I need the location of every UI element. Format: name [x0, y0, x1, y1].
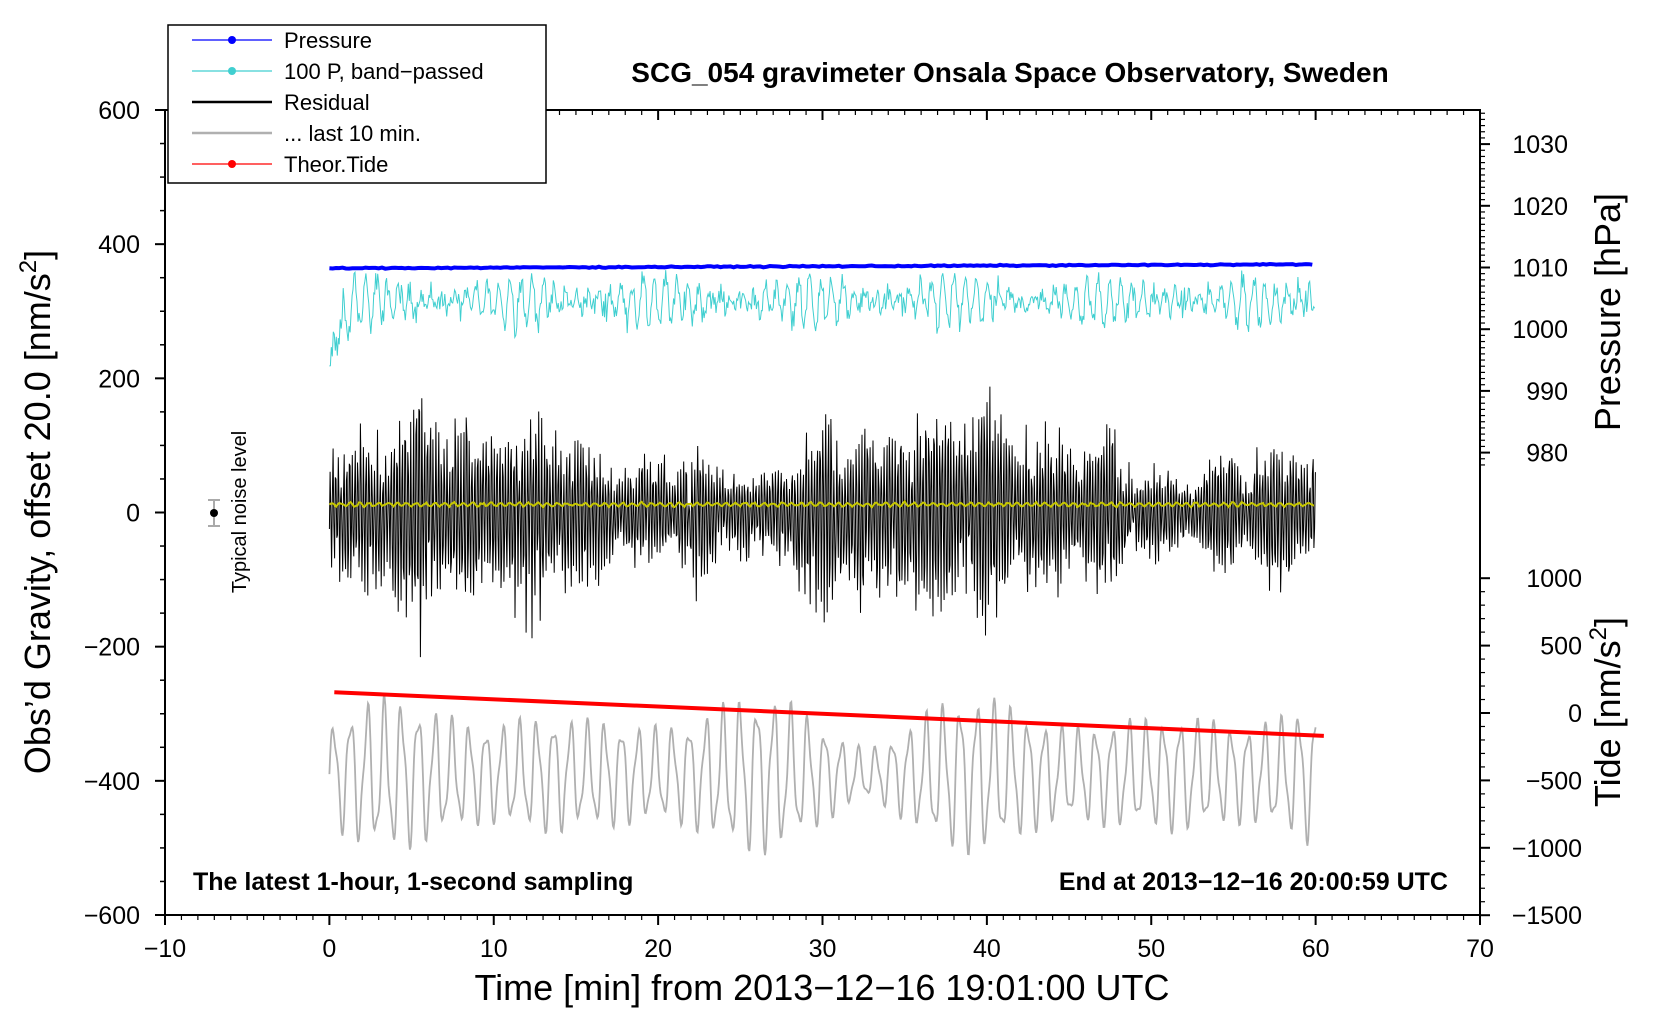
x-tick-label: 10	[480, 935, 508, 963]
annotation-sampling: The latest 1-hour, 1-second sampling	[193, 868, 633, 896]
pressure-axis-title: Pressure [hPa]	[1587, 193, 1628, 431]
legend-item: 100 P, band−passed	[192, 59, 484, 84]
legend-marker	[228, 160, 236, 168]
legend-item: Residual	[192, 90, 370, 115]
y-tick-label: 200	[98, 365, 140, 393]
tide-axis-title: Tide [nm/s2]	[1585, 617, 1628, 807]
y-tick-label: 0	[126, 500, 140, 528]
tide-tick-label: −500	[1526, 767, 1582, 795]
series-layer	[328, 261, 1324, 856]
legend-item: Pressure	[192, 28, 372, 53]
series-band-passed-pressure	[329, 270, 1316, 367]
x-axis-title: Time [min] from 2013−12−16 19:01:00 UTC	[474, 967, 1169, 1008]
series-pressure	[329, 261, 1313, 271]
x-tick-label: 60	[1302, 935, 1330, 963]
legend-item: Theor.Tide	[192, 152, 388, 177]
y-tick-label: 600	[98, 97, 140, 125]
tide-tick-label: 0	[1568, 700, 1582, 728]
pressure-tick-label: 1020	[1512, 193, 1568, 221]
noise-level-marker	[208, 499, 220, 527]
tide-tick-label: 500	[1540, 633, 1582, 661]
y-tick-label: −400	[84, 768, 140, 796]
legend-label: 100 P, band−passed	[284, 59, 484, 84]
x-tick-label: −10	[144, 935, 186, 963]
y-tick-label: 400	[98, 231, 140, 259]
tide-axis: −1500 −1000 −500 0 500 1000	[1480, 565, 1582, 930]
y-tick-label: −600	[84, 902, 140, 930]
y-axis: −600 −400 −200 0 200 400 600	[84, 97, 165, 930]
legend-label: Theor.Tide	[284, 152, 388, 177]
series-last-10-min	[328, 694, 1317, 856]
y-tick-label: −200	[84, 634, 140, 662]
x-tick-label: 40	[973, 935, 1001, 963]
series-residual	[328, 386, 1316, 658]
x-tick-label: 70	[1466, 935, 1494, 963]
pressure-axis: 980 990 1000 1010 1020 1030	[1480, 112, 1568, 468]
legend: Pressure 100 P, band−passed Residual ... la…	[167, 24, 547, 184]
legend-label: Pressure	[284, 28, 372, 53]
y-axis-title: Obs’d Gravity, offset 20.0 [nm/s2]	[15, 250, 58, 774]
legend-item: ... last 10 min.	[192, 121, 421, 146]
x-tick-label: 30	[809, 935, 837, 963]
x-tick-label: 50	[1137, 935, 1165, 963]
series-theoretical-tide	[334, 690, 1324, 738]
tide-tick-label: −1500	[1512, 902, 1582, 930]
pressure-tick-label: 1030	[1512, 131, 1568, 159]
x-axis: −10 0 10 20 30 40 50 60 70	[144, 110, 1494, 963]
pressure-tick-label: 1010	[1512, 255, 1568, 283]
x-tick-label: 20	[644, 935, 672, 963]
noise-level-label: Typical noise level	[229, 431, 251, 593]
legend-label: ... last 10 min.	[284, 121, 421, 146]
legend-box	[167, 24, 547, 184]
annotation-end-time: End at 2013−12−16 20:00:59 UTC	[1059, 868, 1448, 896]
noise-point	[210, 509, 218, 517]
tide-tick-label: −1000	[1512, 835, 1582, 863]
legend-marker	[228, 67, 236, 75]
legend-label: Residual	[284, 90, 370, 115]
chart-title: SCG_054 gravimeter Onsala Space Observat…	[631, 57, 1388, 88]
tide-tick-label: 1000	[1526, 565, 1582, 593]
series-residual-smoothed	[328, 499, 1315, 509]
x-tick-label: 0	[322, 935, 336, 963]
legend-marker	[228, 36, 236, 44]
pressure-tick-label: 980	[1526, 440, 1568, 468]
pressure-tick-label: 990	[1526, 378, 1568, 406]
pressure-tick-label: 1000	[1512, 316, 1568, 344]
